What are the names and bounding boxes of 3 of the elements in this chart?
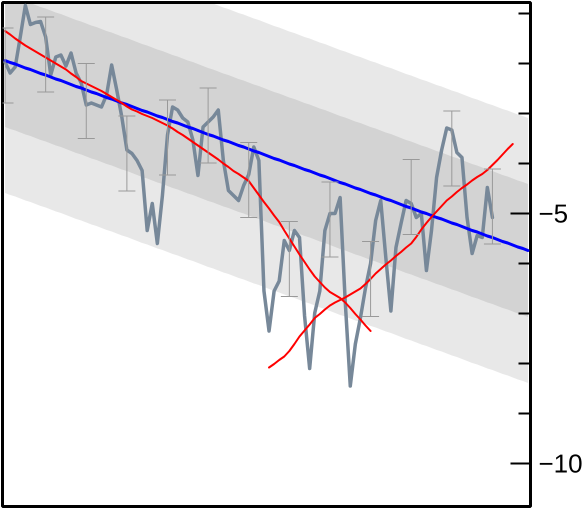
y-tick-label: −10	[538, 448, 583, 478]
y-tick-label: −5	[538, 198, 568, 228]
line-series	[4, 59, 530, 252]
